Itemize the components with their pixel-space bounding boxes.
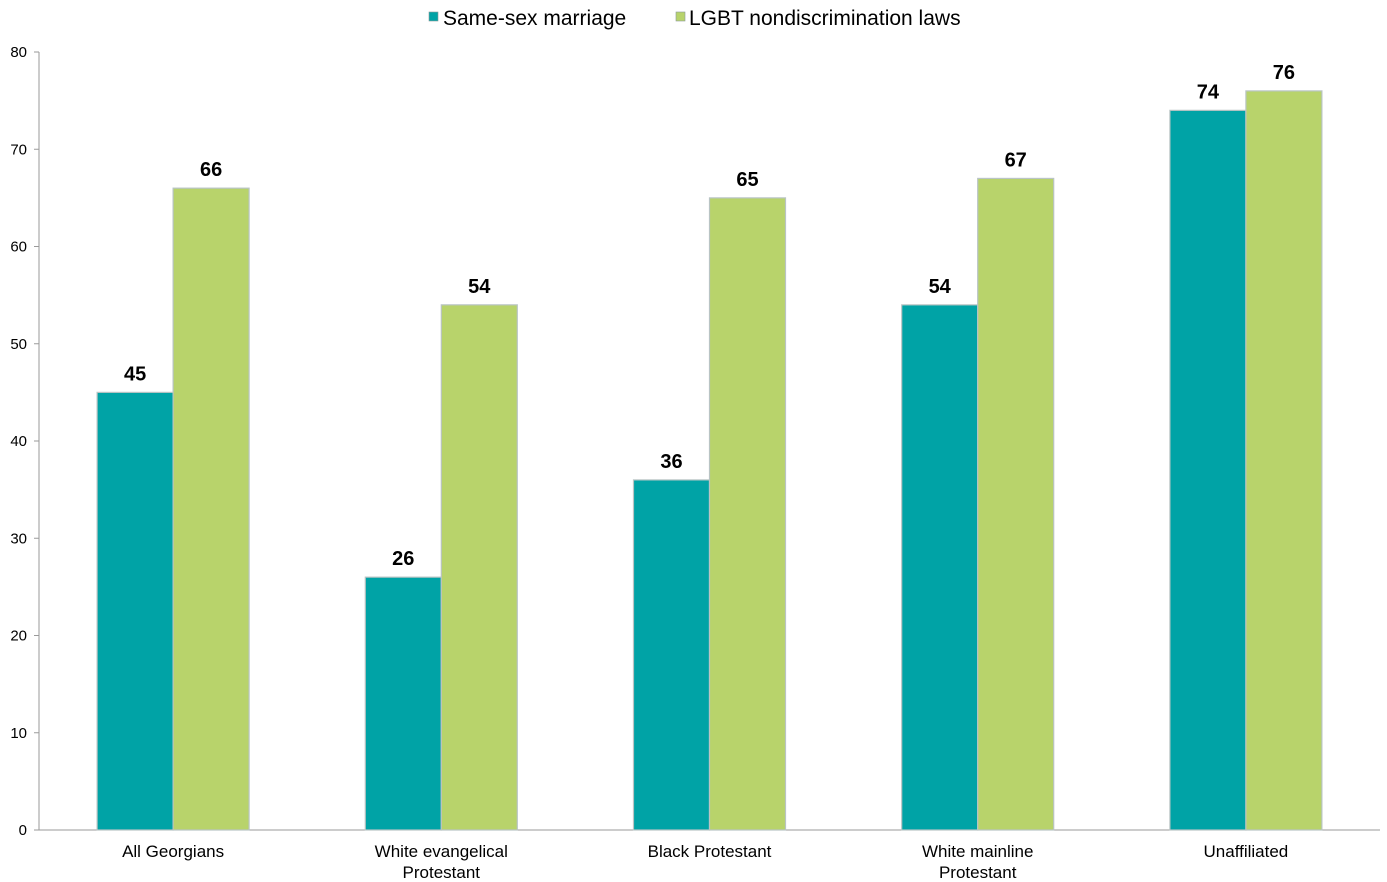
x-category-label: White evangelical: [375, 842, 508, 861]
data-label-3-0: 54: [929, 276, 952, 298]
data-label-2-1: 65: [736, 169, 758, 191]
bar-1-1: [440, 304, 518, 831]
x-category-label: Black Protestant: [648, 842, 772, 861]
bar-4-1: [1245, 90, 1323, 831]
bar-0-0: [96, 391, 174, 831]
data-label-1-1: 54: [468, 276, 491, 298]
x-category-label: All Georgians: [122, 842, 224, 861]
bar-1-0: [364, 576, 442, 831]
bar-2-1: [708, 197, 787, 831]
data-label-3-1: 67: [1005, 149, 1027, 171]
bar-3-0: [901, 304, 979, 831]
y-tick-label: 30: [10, 530, 27, 547]
bar-4-0: [1169, 109, 1247, 831]
x-category-label: White mainline: [922, 842, 1034, 861]
x-category-label: Protestant: [939, 863, 1017, 882]
data-label-0-1: 66: [200, 159, 222, 181]
y-tick-label: 60: [10, 239, 27, 256]
y-tick-label: 70: [10, 141, 27, 158]
x-category-label: Unaffiliated: [1204, 842, 1289, 861]
data-label-1-0: 26: [392, 548, 414, 570]
y-tick-label: 10: [10, 725, 27, 742]
bar-0-1: [172, 187, 250, 831]
y-tick-label: 50: [10, 336, 27, 353]
data-label-0-0: 45: [124, 363, 146, 385]
data-label-4-1: 76: [1273, 62, 1295, 84]
y-tick-label: 80: [10, 44, 27, 61]
x-category-label: Protestant: [403, 863, 481, 882]
bar-2-0: [632, 479, 711, 831]
legend-swatch-0: [428, 11, 439, 22]
y-tick-label: 20: [10, 628, 27, 645]
data-label-2-0: 36: [660, 451, 682, 473]
legend-swatch-1: [675, 11, 686, 22]
data-label-4-0: 74: [1197, 81, 1220, 103]
bar-3-1: [977, 177, 1055, 831]
y-tick-label: 0: [19, 822, 27, 839]
legend-label-1: LGBT nondiscrimination laws: [689, 7, 961, 30]
legend-label-0: Same-sex marriage: [443, 7, 626, 30]
y-tick-label: 40: [10, 433, 27, 450]
